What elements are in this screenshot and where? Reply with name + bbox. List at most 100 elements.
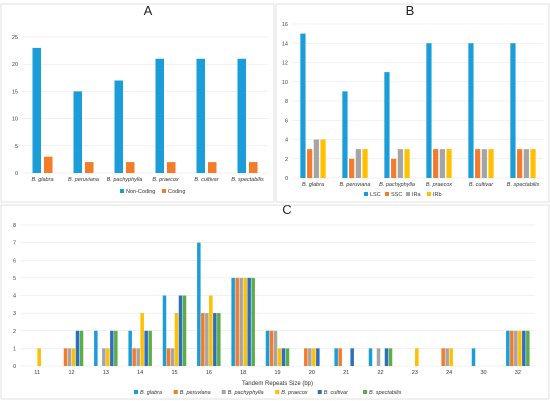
bar-b-peruviana — [338, 348, 342, 366]
bar-lsc — [342, 91, 348, 178]
bar-non-coding — [237, 58, 246, 174]
panel-b-frame — [275, 3, 550, 203]
bar-lsc — [300, 33, 306, 178]
bar-b-praecox — [449, 348, 453, 366]
bar-b-praecox — [243, 277, 247, 366]
bar-ira — [439, 149, 445, 178]
legend-label: IRa — [412, 192, 422, 198]
bar-ira — [481, 149, 487, 178]
legend-swatch — [363, 390, 367, 394]
legend-label: LSC — [370, 192, 381, 198]
y-tick-label: 0 — [285, 176, 288, 182]
legend-label: B. cultivar — [324, 390, 349, 396]
bar-ssc — [349, 158, 355, 178]
bar-b-spectabilis — [114, 330, 118, 366]
bar-b-praecox — [277, 348, 282, 366]
bar-b-cultivar — [281, 348, 286, 366]
bar-b-peruviana — [63, 348, 68, 366]
bar-b-praecox — [71, 348, 76, 366]
bar-b-glabra — [368, 348, 373, 366]
y-tick-label: 16 — [282, 22, 288, 28]
bar-b-cultivar — [144, 330, 148, 366]
bar-irb — [320, 139, 326, 178]
panel-b-chart: 0 2 4 6 8 10 12 14 16 B. glabra B. peruviana B. pac… — [282, 22, 544, 198]
bar-b-cultivar — [178, 295, 183, 366]
x-category-label: 24 — [446, 370, 452, 376]
panel-c-frame — [0, 204, 550, 400]
bar-b-pachyphylla — [376, 348, 381, 366]
y-tick-label: 10 — [12, 117, 18, 123]
legend-swatch — [173, 390, 178, 394]
y-tick-label: 5 — [13, 276, 16, 282]
bar-irb — [362, 149, 368, 178]
bar-b-glabra — [162, 295, 167, 366]
bar-b-glabra — [506, 330, 510, 366]
x-category-label: B. pachyphylla — [107, 177, 143, 183]
x-category-label: B. cultivar — [469, 182, 494, 188]
legend-label: B. pachyphylla — [228, 390, 264, 396]
x-category-label: 22 — [377, 370, 383, 376]
bar-irb — [488, 149, 494, 178]
bar-b-cultivar — [522, 330, 526, 366]
bar-b-glabra — [334, 348, 338, 366]
bar-non-coding — [73, 91, 82, 173]
x-category-label: B. peruviana — [68, 177, 99, 183]
bar-ssc — [391, 158, 397, 178]
bar-b-glabra — [231, 277, 235, 366]
legend-label: B. spectabilis — [369, 390, 402, 396]
bar-lsc — [468, 43, 474, 178]
bar-b-cultivar — [350, 348, 354, 366]
x-category-label: 12 — [68, 370, 74, 376]
x-category-label: 13 — [103, 370, 109, 376]
bar-b-glabra — [128, 330, 132, 366]
bar-non-coding — [196, 58, 205, 174]
bar-b-cultivar — [247, 277, 251, 366]
legend-swatch — [120, 189, 124, 193]
legend-label: Non-Coding — [126, 189, 155, 195]
bar-b-praecox — [209, 295, 213, 366]
bar-b-peruviana — [132, 348, 136, 366]
bar-b-cultivar — [110, 330, 114, 366]
y-tick-label: 4 — [13, 294, 16, 300]
x-category-label: 16 — [206, 370, 212, 376]
legend-label: Coding — [168, 189, 185, 195]
y-tick-label: 7 — [13, 241, 16, 247]
bar-ira — [397, 149, 403, 178]
x-category-label: 18 — [240, 370, 246, 376]
x-category-label: B. glabra — [302, 182, 324, 188]
bar-coding — [208, 162, 217, 173]
x-category-label: B. praecox — [152, 177, 179, 183]
panel-a-chart: 0 5 10 15 20 25 B. glabra B. peruviana B. pachyp… — [12, 35, 268, 195]
bar-lsc — [426, 43, 432, 178]
y-tick-label: 2 — [13, 329, 16, 335]
x-category-label: 19 — [274, 370, 280, 376]
bar-b-praecox — [518, 330, 522, 366]
bar-b-pachyphylla — [102, 348, 106, 366]
legend-swatch — [134, 390, 138, 394]
legend-label: IRb — [433, 192, 442, 198]
bar-ssc — [475, 149, 481, 178]
bar-b-glabra — [94, 330, 98, 366]
bar-b-pachyphylla — [170, 348, 175, 366]
x-axis-title: Tandem Repeats Size (bp) — [242, 381, 313, 387]
panel-a-frame — [0, 3, 275, 203]
y-tick-label: 15 — [12, 89, 18, 95]
x-category-label: 15 — [171, 370, 177, 376]
bar-lsc — [510, 43, 516, 178]
y-tick-label: 3 — [13, 311, 16, 317]
x-category-label: B. spectabilis — [507, 182, 540, 188]
y-tick-label: 14 — [282, 41, 288, 47]
y-tick-label: 6 — [13, 258, 16, 264]
y-tick-label: 2 — [285, 157, 288, 163]
legend-swatch — [221, 390, 226, 394]
legend-label: SSC — [391, 192, 402, 198]
bar-b-peruviana — [166, 348, 171, 366]
bar-ira — [355, 149, 361, 178]
bar-b-praecox — [106, 348, 110, 366]
legend-swatch — [364, 192, 368, 196]
bar-irb — [530, 149, 536, 178]
bar-b-peruviana — [510, 330, 514, 366]
bar-b-praecox — [140, 313, 144, 366]
legend-swatch — [162, 189, 166, 193]
